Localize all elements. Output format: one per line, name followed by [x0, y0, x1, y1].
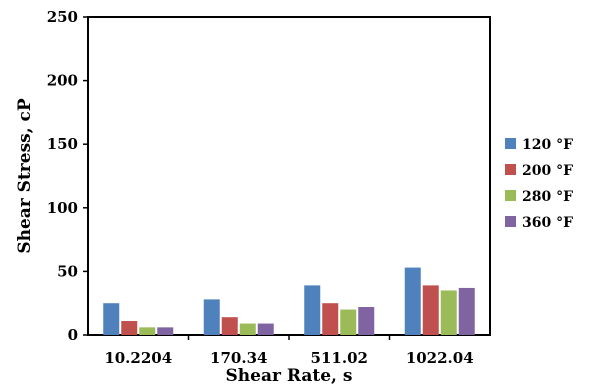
y-tick-label: 200 — [47, 72, 78, 90]
bar — [157, 327, 174, 335]
legend-label: 280 °F — [522, 189, 573, 205]
x-tick-label: 10.2204 — [104, 349, 172, 367]
bar — [304, 285, 321, 335]
y-tick-label: 50 — [57, 262, 78, 280]
legend-swatch — [505, 164, 516, 175]
y-axis-title: Shear Stress, cP — [15, 98, 35, 254]
bar — [422, 285, 439, 335]
x-axis-ticks: 10.2204 170.34 511.02 1022.04 — [104, 335, 474, 367]
legend-swatch — [505, 216, 516, 227]
y-tick-label: 250 — [47, 8, 78, 26]
legend-label: 120 °F — [522, 137, 573, 153]
plot-frame — [87, 16, 491, 336]
bar — [203, 299, 220, 335]
bar — [340, 309, 357, 335]
bar — [322, 303, 339, 335]
bar — [458, 287, 475, 335]
bar — [239, 323, 256, 335]
x-tick-label: 1022.04 — [406, 349, 474, 367]
legend-label: 200 °F — [522, 163, 573, 179]
bar — [221, 317, 238, 335]
bar — [103, 303, 120, 335]
bar — [257, 323, 274, 335]
x-tick-label: 170.34 — [210, 349, 267, 367]
y-tick-label: 100 — [47, 199, 78, 217]
bar — [121, 321, 138, 335]
y-axis-ticks: 0 50 100 150 200 250 — [47, 8, 88, 344]
plot-area — [87, 16, 491, 336]
legend-label: 360 °F — [522, 215, 573, 231]
legend-swatch — [505, 138, 516, 149]
x-tick-label: 511.02 — [311, 349, 368, 367]
y-tick-label: 150 — [47, 135, 78, 153]
bar — [139, 327, 156, 335]
bar — [440, 290, 457, 335]
x-axis-title: Shear Rate, s — [226, 366, 353, 386]
legend-swatch — [505, 190, 516, 201]
bar — [404, 267, 421, 335]
legend: 120 °F 200 °F 280 °F 360 °F — [505, 137, 573, 231]
bar — [358, 307, 375, 335]
y-tick-label: 0 — [68, 326, 78, 344]
